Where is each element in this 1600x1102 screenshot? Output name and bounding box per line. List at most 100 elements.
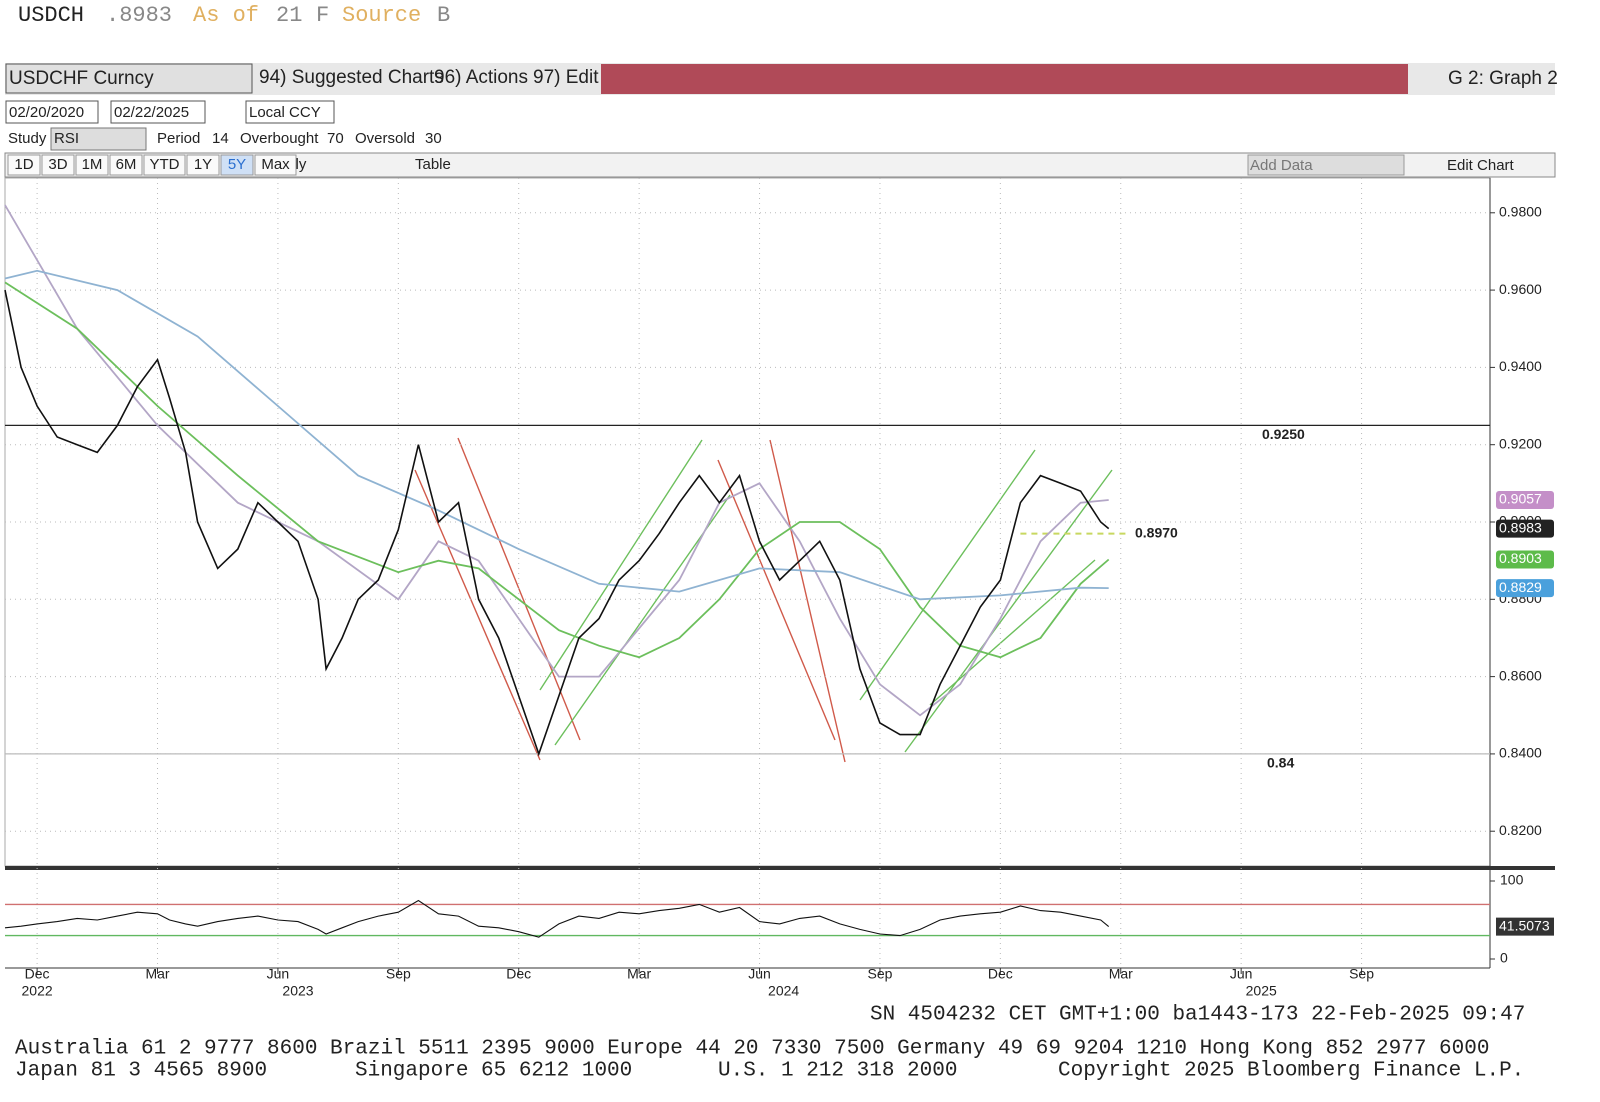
price-tag-label: 0.9057 [1499,491,1542,507]
title-bar [601,64,1408,94]
x-tick-label: Dec [506,966,531,982]
x-tick-label: Jun [748,966,771,982]
overbought[interactable]: 70 [327,130,344,147]
source: Source [342,3,421,28]
contact-line: Australia 61 2 9777 8600 Brazil 5511 239… [15,1038,1489,1061]
channel-line [539,439,703,691]
edit-chart[interactable]: Edit Chart [1447,157,1515,174]
range-label: 1D [14,156,33,173]
y-tick-label: 0 [1500,950,1508,966]
period-label: Period [157,130,200,147]
level-label: 0.84 [1267,755,1294,771]
y-tick-label: 0.8600 [1499,667,1542,683]
edit-menu[interactable]: 97) Edit [533,67,599,88]
y-tick-label: 0.9200 [1499,435,1542,451]
range-button[interactable] [220,154,254,176]
price-tag-label: 0.8983 [1499,519,1542,535]
level-label: 0.9250 [1262,426,1305,442]
period[interactable]: 14 [212,130,229,147]
range-label: 1Y [194,156,212,173]
currency-field[interactable] [245,100,335,124]
graph-name[interactable]: G 2: Graph 2 [1448,68,1558,89]
year-label: 2023 [282,983,313,999]
x-tick-label: Jun [267,966,290,982]
range-label: 1M [82,156,103,173]
x-tick-label: Sep [386,966,411,982]
price-tag [1496,579,1554,598]
flag: F [316,3,329,28]
range-button[interactable] [143,154,186,176]
study-field[interactable] [50,127,147,151]
rsi-tag-label: 41.5073 [1499,917,1550,933]
rsi-tag [1496,917,1554,936]
range-label: 6M [116,156,137,173]
start-date-field[interactable] [5,100,99,124]
range-button[interactable] [41,154,75,176]
year-label: 2025 [1246,983,1277,999]
channel-line [859,449,1036,701]
contact-line: Singapore 65 6212 1000 [355,1060,632,1083]
x-tick-label: Sep [1349,966,1374,982]
x-tick-label: Sep [867,966,892,982]
price-tag [1496,519,1554,538]
range-button[interactable] [186,154,220,176]
x-tick-label: Mar [145,966,169,982]
x-tick-label: Mar [1109,966,1133,982]
x-tick-label: Jun [1230,966,1253,982]
oversold-label: Oversold [355,130,415,147]
table-button[interactable]: Table [415,156,451,173]
as-of: As of [193,3,259,28]
contact-line: Japan 81 3 4565 8900 [15,1060,267,1083]
trend-channels [414,437,1113,763]
range-label: 5Y [228,156,246,173]
range-label: 3D [48,156,67,173]
end-date: 02/22/2025 [114,104,189,121]
suggested-charts[interactable]: 94) Suggested Charts [259,67,444,88]
y-tick-label: 0.9600 [1499,281,1542,297]
panel-divider [5,866,1555,870]
price-tag [1496,550,1554,569]
copyright: Copyright 2025 Bloomberg Finance L.P. [1058,1060,1524,1083]
channel-line [929,559,1096,706]
add-data-field[interactable] [1247,154,1405,176]
x-tick-label: Mar [627,966,651,982]
channel-line [904,469,1113,753]
channel-line [769,439,846,763]
rsi-line [4,899,1110,938]
range-button[interactable] [109,154,143,176]
security: USDCHF Curncy [9,68,154,89]
price-line [4,289,1110,757]
range-button[interactable] [75,154,109,176]
x-tick-label: Dec [25,966,50,982]
moving-average [4,281,1110,659]
y-tick-label: 0.9800 [1499,203,1542,219]
session-info: SN 4504232 CET GMT+1:00 ba1443-173 22-Fe… [870,1004,1525,1027]
moving-average [4,269,1109,601]
range-button[interactable] [254,154,297,176]
security-field[interactable] [5,63,253,94]
currency: Local CCY [249,104,321,121]
x-tick-label: Dec [988,966,1013,982]
price-tag-label: 0.8903 [1499,550,1542,566]
oversold[interactable]: 30 [425,130,442,147]
range-label: Max [261,156,290,173]
y-tick-label: 0.9400 [1499,358,1542,374]
actions-menu[interactable]: 96) Actions [434,67,528,88]
as-of-date: 21 [276,3,302,28]
source-code: B [437,3,450,28]
y-tick-label: 0.8200 [1499,822,1542,838]
channel-line [414,469,541,761]
year-label: 2022 [22,983,53,999]
add-data: Add Data [1250,157,1313,174]
year-label: 2024 [768,983,799,999]
level-label: 0.8970 [1135,524,1178,540]
contact-line: U.S. 1 212 318 2000 [718,1060,957,1083]
overbought-label: Overbought [240,130,319,147]
start-date: 02/20/2020 [9,104,84,121]
end-date-field[interactable] [110,100,206,124]
range-button[interactable] [7,154,41,176]
study: RSI [54,130,79,147]
price-tag-label: 0.8829 [1499,579,1542,595]
y-tick-label: 0.8400 [1499,745,1542,761]
